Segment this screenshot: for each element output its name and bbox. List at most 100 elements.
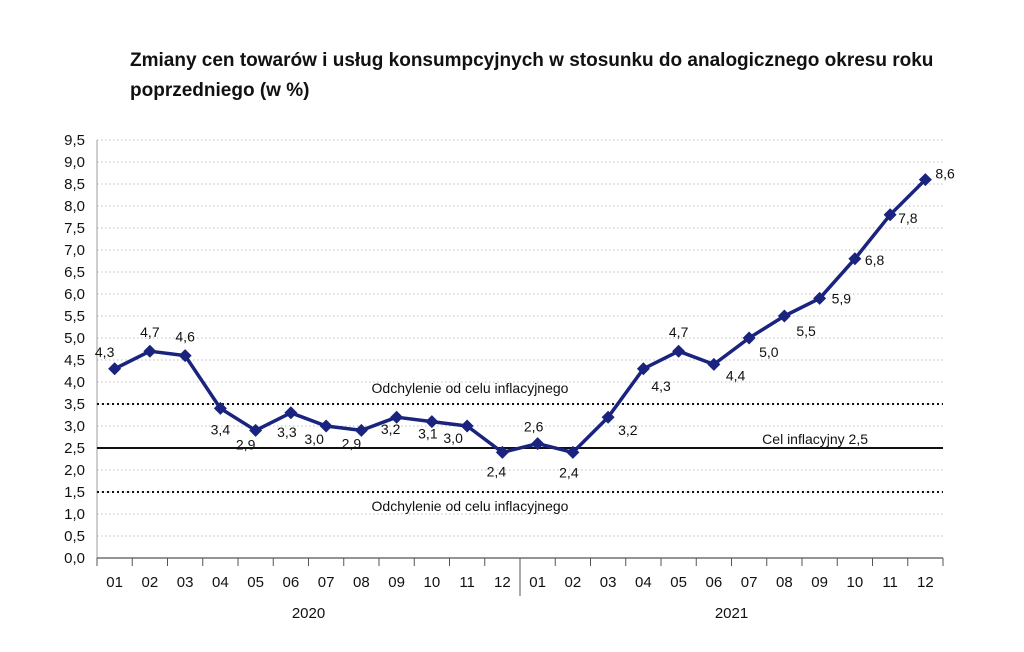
data-label: 7,8 — [898, 210, 918, 226]
y-tick-label: 3,5 — [64, 396, 85, 413]
data-label: 2,4 — [559, 464, 579, 480]
x-tick-label: 09 — [388, 574, 405, 591]
data-point-marker — [848, 252, 862, 266]
chart-title: Zmiany cen towarów i usług konsumpcyjnyc… — [130, 46, 1010, 106]
data-point-marker — [495, 445, 509, 459]
data-point-marker — [742, 331, 756, 345]
x-tick-label: 02 — [142, 574, 159, 591]
data-label: 3,1 — [418, 426, 438, 442]
data-point-marker — [566, 445, 580, 459]
y-tick-label: 8,5 — [64, 176, 85, 193]
data-point-marker — [531, 437, 545, 451]
x-tick-label: 01 — [106, 574, 123, 591]
data-label: 8,6 — [935, 166, 955, 182]
y-tick-label: 4,5 — [64, 352, 85, 369]
x-tick-label: 03 — [177, 574, 194, 591]
data-point-marker — [777, 309, 791, 323]
data-point-marker — [178, 349, 192, 363]
x-tick-label: 09 — [811, 574, 828, 591]
x-tick-label: 12 — [494, 574, 511, 591]
data-point-marker — [213, 401, 227, 415]
x-tick-label: 02 — [565, 574, 582, 591]
year-label: 2020 — [292, 605, 325, 622]
data-label: 5,0 — [759, 344, 779, 360]
data-point-marker — [813, 291, 827, 305]
x-tick-label: 03 — [600, 574, 617, 591]
x-tick-label: 10 — [847, 574, 864, 591]
x-tick-label: 08 — [776, 574, 793, 591]
x-tick-label: 06 — [706, 574, 723, 591]
data-point-marker — [918, 173, 932, 187]
data-label: 4,7 — [669, 324, 689, 340]
data-label: 4,6 — [175, 329, 195, 345]
data-label: 2,9 — [236, 436, 256, 452]
x-tick-label: 05 — [247, 574, 264, 591]
y-tick-label: 1,5 — [64, 484, 85, 501]
x-tick-label: 01 — [529, 574, 546, 591]
y-tick-label: 5,0 — [64, 330, 85, 347]
x-tick-label: 05 — [670, 574, 687, 591]
x-tick-label: 08 — [353, 574, 370, 591]
data-label: 5,5 — [796, 323, 816, 339]
data-point-marker — [249, 423, 263, 437]
data-label: 3,0 — [304, 431, 324, 447]
data-label: 2,4 — [487, 463, 507, 479]
y-tick-label: 6,0 — [64, 286, 85, 303]
y-tick-label: 7,5 — [64, 220, 85, 237]
x-tick-label: 04 — [635, 574, 652, 591]
data-point-marker — [707, 357, 721, 371]
data-point-marker — [319, 419, 333, 433]
y-tick-label: 9,0 — [64, 154, 85, 171]
data-label: 3,0 — [443, 430, 463, 446]
data-point-marker — [672, 344, 686, 358]
data-point-marker — [284, 406, 298, 420]
y-tick-label: 2,5 — [64, 440, 85, 457]
data-label: 3,3 — [277, 424, 297, 440]
y-tick-label: 1,0 — [64, 506, 85, 523]
y-tick-label: 3,0 — [64, 418, 85, 435]
x-tick-label: 11 — [459, 574, 475, 591]
data-label: 4,3 — [95, 344, 115, 360]
x-tick-label: 07 — [741, 574, 758, 591]
data-point-marker — [883, 208, 897, 222]
data-label: 6,8 — [865, 252, 885, 268]
data-label: 3,2 — [381, 421, 401, 437]
y-tick-label: 6,5 — [64, 264, 85, 281]
data-point-marker — [601, 410, 615, 424]
data-label: 3,4 — [211, 421, 231, 437]
x-tick-label: 12 — [917, 574, 934, 591]
data-point-marker — [354, 423, 368, 437]
x-tick-label: 04 — [212, 574, 229, 591]
reference-line-label: Cel inflacyjny 2,5 — [762, 431, 868, 447]
reference-line-label: Odchylenie od celu inflacyjnego — [372, 498, 569, 514]
y-tick-label: 0,5 — [64, 528, 85, 545]
data-label: 5,9 — [832, 290, 852, 306]
data-label: 4,3 — [651, 378, 671, 394]
x-tick-label: 10 — [424, 574, 441, 591]
x-tick-label: 11 — [882, 574, 898, 591]
data-label: 4,7 — [140, 324, 160, 340]
y-tick-label: 4,0 — [64, 374, 85, 391]
data-label: 4,4 — [726, 367, 746, 383]
y-tick-label: 9,5 — [64, 132, 85, 149]
year-label: 2021 — [715, 605, 748, 622]
data-point-marker — [390, 410, 404, 424]
cpi-series-line — [113, 178, 927, 455]
x-tick-label: 07 — [318, 574, 335, 591]
chart-title-line-2: poprzedniego (w %) — [130, 80, 310, 101]
data-label: 2,6 — [524, 419, 544, 435]
data-point-marker — [425, 415, 439, 429]
chart-title-line-1: Zmiany cen towarów i usług konsumpcyjnyc… — [130, 50, 934, 71]
data-point-marker — [108, 362, 122, 376]
y-tick-label: 0,0 — [64, 550, 85, 567]
y-tick-label: 8,0 — [64, 198, 85, 215]
data-point-marker — [143, 344, 157, 358]
y-tick-label: 7,0 — [64, 242, 85, 259]
data-label: 2,9 — [342, 435, 362, 451]
y-tick-label: 2,0 — [64, 462, 85, 479]
data-label: 3,2 — [618, 422, 638, 438]
data-point-marker — [460, 419, 474, 433]
x-tick-label: 06 — [283, 574, 300, 591]
reference-line-label: Odchylenie od celu inflacyjnego — [372, 380, 569, 396]
